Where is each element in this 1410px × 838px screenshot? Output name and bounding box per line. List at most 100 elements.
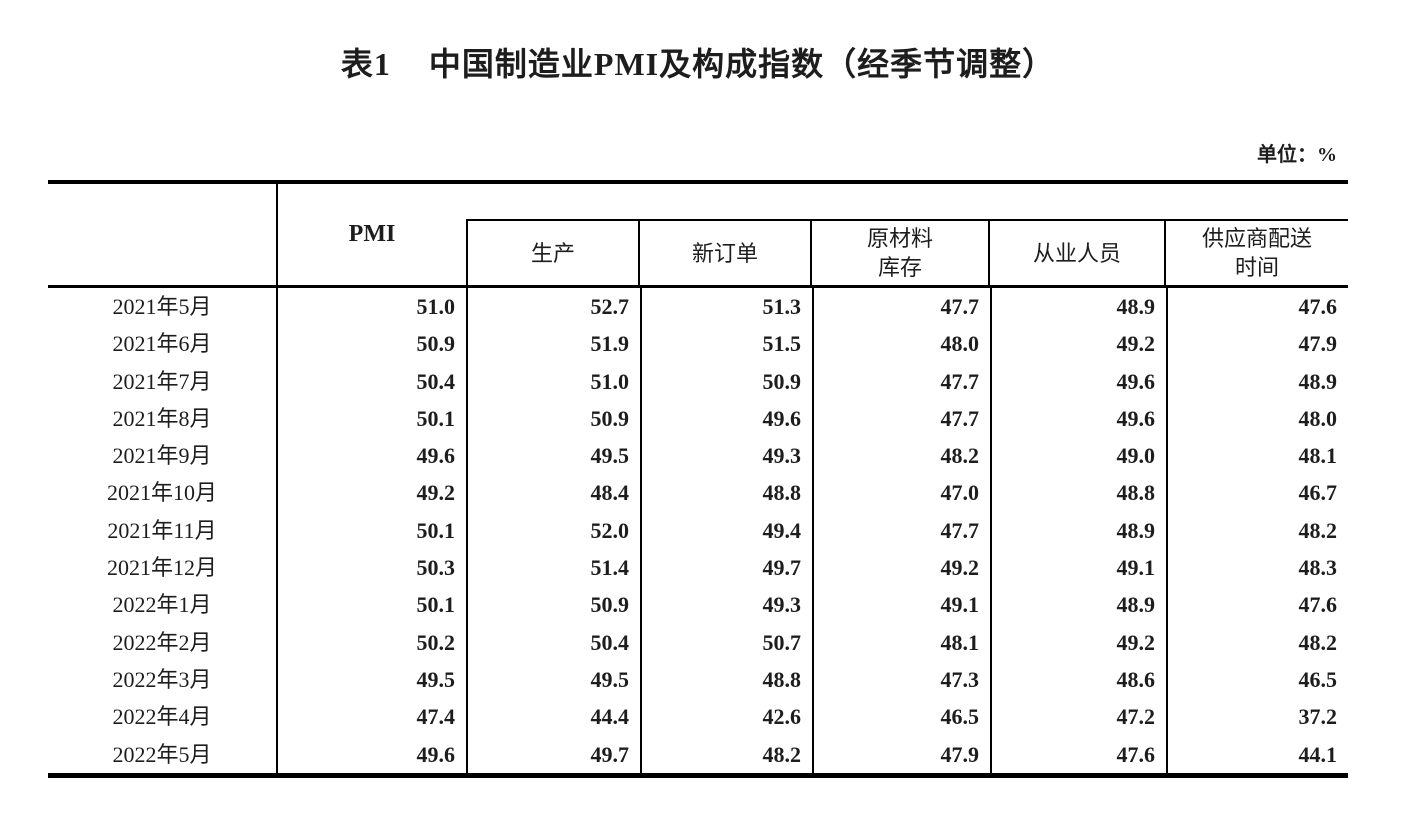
value-cell: 46.5 [1166, 660, 1348, 699]
value-cell: 37.2 [1166, 698, 1348, 736]
value-cell: 48.8 [990, 474, 1166, 512]
value-cell: 48.1 [1166, 437, 1348, 475]
value-cell: 49.5 [416, 666, 456, 692]
value-cell: 50.1 [416, 405, 456, 431]
value-cell: 51.4 [466, 549, 640, 587]
month-cell: 2021年7月 [48, 362, 278, 400]
value-cell: 49.2 [812, 549, 990, 587]
table-row: 2022年4月 47.4 44.4 42.6 46.5 47.2 37.2 [48, 698, 1348, 736]
value-cell: 48.1 [812, 623, 990, 661]
month-cell: 2021年5月 [48, 288, 278, 326]
value-cell: 49.0 [990, 437, 1166, 475]
value-cell: 49.2 [416, 480, 456, 506]
value-cell: 47.6 [1166, 586, 1348, 624]
value-cell: 50.7 [640, 623, 812, 661]
value-cell: 48.9 [1166, 362, 1348, 400]
value-cell: 51.0 [416, 294, 456, 319]
value-cell: 47.0 [812, 474, 990, 512]
table-row: 2021年12月 50.3 51.4 49.7 49.2 49.1 48.3 [48, 549, 1348, 587]
table-row: 2021年9月 49.6 49.5 49.3 48.2 49.0 48.1 [48, 437, 1348, 475]
value-cell: 50.4 [416, 368, 456, 394]
value-cell: 47.4 [416, 704, 456, 730]
value-cell: 49.2 [990, 623, 1166, 661]
value-cell: 48.2 [1166, 623, 1348, 661]
value-cell: 48.8 [640, 474, 812, 512]
value-cell: 44.4 [466, 698, 640, 736]
value-cell: 48.2 [1166, 511, 1348, 550]
value-cell: 47.6 [990, 735, 1166, 773]
unit-label: 单位：% [1257, 144, 1337, 166]
table-row: 2021年8月 50.1 50.9 49.6 47.7 49.6 48.0 [48, 399, 1348, 438]
value-cell: 48.9 [990, 511, 1166, 550]
value-cell: 49.6 [416, 741, 456, 767]
sub-column-header: 供应商配送 时间 [1201, 226, 1312, 280]
sub-header-group: 生产 新订单 原材料 库存 从业人员 供应商配送 时间 [466, 219, 1348, 285]
value-cell: 49.1 [990, 549, 1166, 587]
value-cell: 47.3 [812, 660, 990, 699]
table-row: 2021年6月 50.9 51.9 51.5 48.0 49.2 47.9 [48, 325, 1348, 363]
value-cell: 51.0 [466, 362, 640, 400]
month-cell: 2021年11月 [48, 511, 278, 550]
value-cell: 50.1 [416, 592, 456, 618]
value-cell: 47.9 [812, 735, 990, 773]
month-cell: 2021年8月 [48, 399, 278, 438]
value-cell: 47.7 [812, 511, 990, 550]
table-row: 2022年1月 50.1 50.9 49.3 49.1 48.9 47.6 [48, 586, 1348, 624]
value-cell: 51.5 [640, 325, 812, 363]
value-cell: 46.7 [1166, 474, 1348, 512]
month-cell: 2022年4月 [48, 698, 278, 736]
value-cell: 49.3 [640, 586, 812, 624]
value-cell: 50.1 [416, 517, 456, 543]
value-cell: 50.9 [466, 586, 640, 624]
table-row: 2021年7月 50.4 51.0 50.9 47.7 49.6 48.9 [48, 362, 1348, 400]
value-cell: 48.9 [990, 288, 1166, 326]
value-cell: 52.0 [466, 511, 640, 550]
table-row: 2022年5月 49.6 49.7 48.2 47.9 47.6 44.1 [48, 735, 1348, 773]
value-cell: 49.5 [466, 437, 640, 475]
value-cell: 49.6 [990, 399, 1166, 438]
value-cell: 51.3 [640, 288, 812, 326]
value-cell: 52.7 [466, 288, 640, 326]
table-row: 2022年3月 49.5 49.5 48.8 47.3 48.6 46.5 [48, 660, 1348, 699]
value-cell: 50.9 [416, 331, 456, 357]
value-cell: 49.6 [640, 399, 812, 438]
value-cell: 47.7 [812, 362, 990, 400]
value-cell: 49.7 [640, 549, 812, 587]
value-cell: 48.6 [990, 660, 1166, 699]
value-cell: 48.8 [640, 660, 812, 699]
table-row: 2022年2月 50.2 50.4 50.7 48.1 49.2 48.2 [48, 623, 1348, 661]
value-cell: 50.2 [416, 629, 456, 655]
table-row: 2021年11月 50.1 52.0 49.4 47.7 48.9 48.2 [48, 511, 1348, 550]
value-cell: 48.0 [1166, 399, 1348, 438]
value-cell: 49.6 [990, 362, 1166, 400]
value-cell: 48.3 [1166, 549, 1348, 587]
month-cell: 2021年6月 [48, 325, 278, 363]
value-cell: 47.7 [812, 288, 990, 326]
value-cell: 51.9 [466, 325, 640, 363]
value-cell: 48.0 [812, 325, 990, 363]
value-cell: 44.1 [1166, 735, 1348, 773]
value-cell: 49.5 [466, 660, 640, 699]
pmi-table: PMI 生产 新订单 原材料 库存 从业人员 供应商配送 时间 2021年5月 51.0 5… [48, 180, 1348, 778]
value-cell: 46.5 [812, 698, 990, 736]
value-cell: 47.7 [812, 399, 990, 438]
value-cell: 49.1 [812, 586, 990, 624]
title-text: 中国制造业PMI及构成指数（经季节调整） [428, 46, 1056, 82]
sub-column-header: 原材料 库存 [812, 221, 990, 285]
value-cell: 49.7 [466, 735, 640, 773]
value-cell: 49.2 [990, 325, 1166, 363]
page-title: 表1 中国制造业PMI及构成指数（经季节调整） [48, 44, 1348, 84]
value-cell: 48.2 [812, 437, 990, 475]
value-cell: 49.3 [640, 437, 812, 475]
month-cell: 2021年12月 [48, 549, 278, 587]
month-cell: 2022年5月 [48, 735, 278, 773]
value-cell: 50.9 [640, 362, 812, 400]
month-cell: 2021年9月 [48, 437, 278, 475]
table-body: 2021年5月 51.0 52.7 51.3 47.7 48.9 47.6 2021年6月 50… [48, 288, 1348, 773]
value-cell: 42.6 [640, 698, 812, 736]
sub-column-header: 生产 [468, 221, 640, 285]
table-header-row: PMI 生产 新订单 原材料 库存 从业人员 供应商配送 时间 [48, 184, 1348, 288]
value-cell: 49.6 [416, 443, 456, 469]
sub-column-header: 从业人员 [990, 221, 1166, 285]
month-cell: 2022年2月 [48, 623, 278, 661]
